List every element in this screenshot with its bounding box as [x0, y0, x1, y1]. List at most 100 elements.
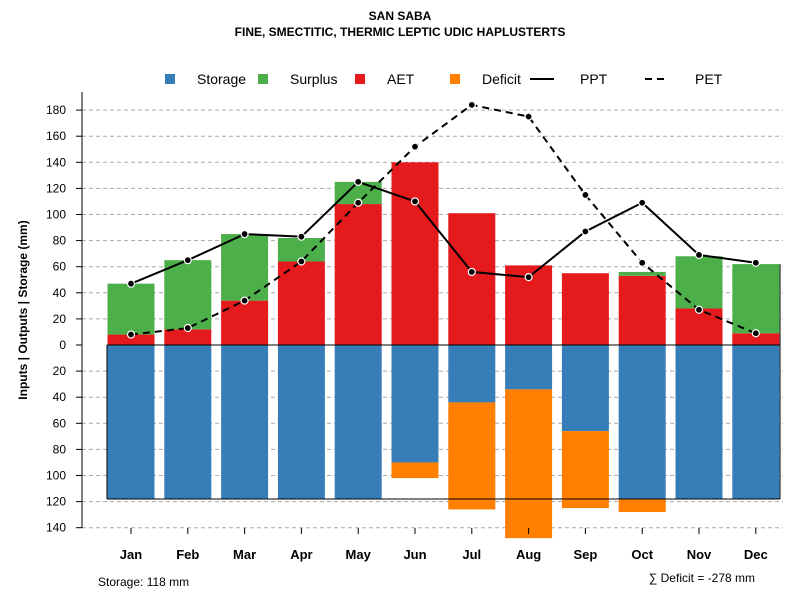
ppt-point — [354, 177, 363, 186]
bar-surplus — [277, 237, 325, 262]
y-tick-label: 80 — [53, 234, 67, 248]
pet-point — [240, 296, 249, 305]
pet-point — [524, 112, 533, 121]
bar-storage — [561, 345, 609, 432]
legend-label-surplus: Surplus — [290, 71, 337, 87]
chart-subtitle: FINE, SMECTITIC, THERMIC LEPTIC UDIC HAP… — [235, 25, 566, 39]
pet-point — [638, 258, 647, 267]
ppt-point — [524, 273, 533, 282]
bar-aet — [675, 308, 723, 345]
x-tick-label: Jan — [120, 547, 142, 562]
bar-surplus — [107, 283, 155, 335]
y-tick-label: 100 — [46, 208, 66, 222]
y-tick-label: 60 — [53, 416, 67, 430]
pet-line — [130, 103, 757, 336]
legend-label-storage: Storage — [197, 71, 246, 87]
y-tick-label: 180 — [46, 103, 66, 117]
pet-point — [410, 142, 420, 151]
y-tick-label: 120 — [46, 181, 66, 195]
y-tick-label: 20 — [53, 312, 67, 326]
y-tick-label: 120 — [46, 495, 66, 509]
bar-surplus — [164, 260, 212, 330]
x-tick-label: May — [346, 547, 372, 562]
ppt-point — [581, 227, 590, 236]
bar-storage — [391, 345, 439, 463]
bar-aet — [561, 273, 609, 345]
bar-aet — [448, 213, 496, 345]
x-tick-label: Mar — [233, 547, 256, 562]
chart-title: SAN SABA — [369, 9, 432, 23]
ppt-point — [126, 279, 136, 288]
bar-deficit — [505, 389, 553, 539]
bar-aet — [334, 204, 382, 345]
bar-surplus — [221, 234, 269, 301]
x-tick-label: Jul — [462, 547, 481, 562]
x-tick-label: Feb — [176, 547, 199, 562]
bar-storage — [675, 345, 723, 499]
ppt-point — [183, 256, 192, 265]
ppt-point — [694, 250, 704, 260]
legend-label-pet: PET — [695, 71, 723, 87]
pet-point — [694, 305, 704, 314]
y-tick-label: 140 — [46, 155, 66, 169]
bar-storage — [221, 345, 269, 499]
legend-label-ppt: PPT — [580, 71, 608, 87]
bar-aet — [732, 333, 780, 345]
pet-point — [581, 190, 590, 200]
bar-deficit — [618, 498, 666, 513]
y-axis-label: Inputs | Outputs | Storage (mm) — [16, 220, 30, 399]
y-tick-label: 80 — [53, 442, 67, 456]
legend-swatch-surplus — [258, 74, 268, 84]
x-tick-label: Nov — [687, 547, 712, 562]
bar-deficit — [391, 462, 439, 479]
bar-aet — [221, 300, 269, 345]
y-tick-label: 0 — [59, 338, 66, 352]
legend-swatch-storage — [165, 74, 175, 84]
x-tick-label: Apr — [290, 547, 312, 562]
y-tick-label: 160 — [46, 129, 66, 143]
bar-storage — [107, 345, 155, 499]
bar-aet — [391, 162, 439, 345]
bar-surplus — [334, 181, 382, 205]
pet-point — [126, 330, 136, 339]
ppt-point — [638, 198, 647, 207]
pet-point — [297, 257, 306, 266]
x-tick-label: Oct — [631, 547, 653, 562]
bar-aet — [164, 329, 212, 345]
legend-swatch-deficit — [450, 74, 460, 84]
bar-storage — [505, 345, 553, 390]
pet-point — [183, 323, 192, 333]
x-tick-label: Jun — [403, 547, 426, 562]
bar-storage — [277, 345, 325, 499]
bar-storage — [732, 345, 780, 499]
pet-point — [467, 100, 476, 109]
pet-point — [354, 198, 363, 207]
ppt-point — [240, 229, 249, 239]
bar-deficit — [448, 402, 496, 510]
bar-surplus — [618, 271, 666, 276]
legend-label-deficit: Deficit — [482, 71, 521, 87]
ppt-point — [467, 267, 476, 277]
ppt-point — [297, 232, 306, 241]
bar-surplus — [732, 264, 780, 334]
bar-storage — [618, 345, 666, 499]
y-tick-label: 40 — [53, 286, 67, 300]
footer-deficit: ∑ Deficit = -278 mm — [649, 571, 755, 585]
x-tick-label: Aug — [516, 547, 541, 562]
x-tick-label: Sep — [573, 547, 597, 562]
ppt-point — [751, 258, 760, 267]
x-tick-label: Dec — [744, 547, 768, 562]
bar-surplus — [675, 256, 723, 309]
bar-aet — [277, 261, 325, 345]
bar-aet — [618, 275, 666, 345]
y-tick-label: 100 — [46, 469, 66, 483]
pet-point — [751, 329, 760, 338]
bar-storage — [334, 345, 382, 499]
bar-storage — [448, 345, 496, 403]
bar-aet — [107, 334, 155, 345]
ppt-line — [130, 180, 756, 285]
y-tick-label: 40 — [53, 390, 67, 404]
bar-deficit — [561, 431, 609, 509]
